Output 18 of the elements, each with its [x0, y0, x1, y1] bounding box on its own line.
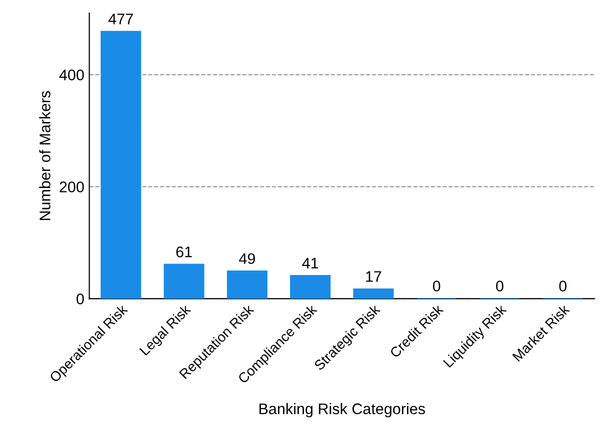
y-tick-label: 400: [59, 70, 84, 80]
x-axis-title: Banking Risk Categories: [259, 403, 425, 418]
bar: [290, 275, 331, 299]
data-label: 0: [559, 280, 567, 292]
data-label: 0: [496, 280, 504, 292]
data-label: 477: [108, 14, 133, 24]
data-label: 61: [176, 246, 192, 258]
data-label: 41: [302, 258, 318, 268]
y-tick-label: 200: [60, 182, 84, 192]
data-label: 0: [432, 280, 440, 292]
data-label: 49: [239, 253, 255, 264]
bar: [353, 288, 394, 299]
bar: [164, 264, 204, 299]
bar: [226, 270, 268, 299]
data-label: 17: [366, 271, 382, 282]
y-tick-label: 0: [76, 294, 84, 304]
y-axis-title: Number of Markers: [39, 91, 50, 220]
bar: [100, 30, 142, 299]
